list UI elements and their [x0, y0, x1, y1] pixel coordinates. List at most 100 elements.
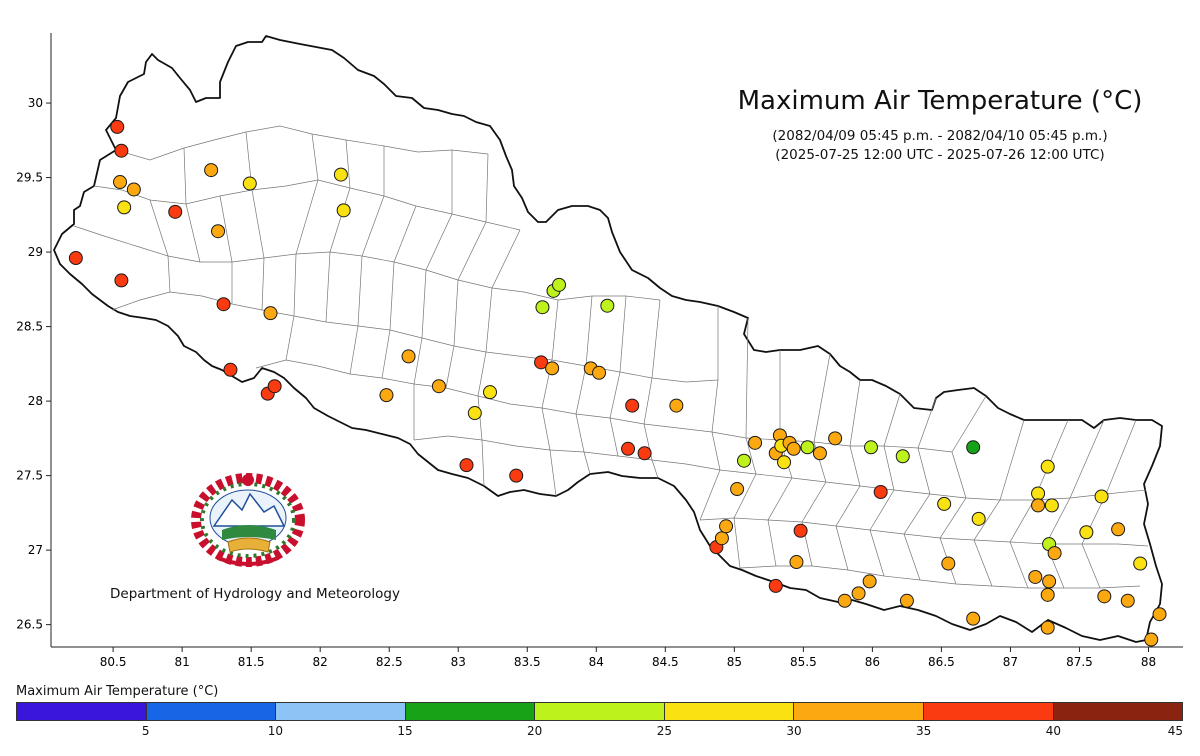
x-tick-label: 82.5: [376, 655, 403, 669]
x-axis: 80.5 81 81.5 82 82.5 83 83.5 84 84.5 85 85.5 86 86.5…: [100, 647, 1156, 669]
station-marker: [242, 176, 257, 191]
y-tick-label: 29.5: [16, 171, 43, 185]
x-tick-label: 84.5: [652, 655, 679, 669]
x-tick-label: 87: [1003, 655, 1018, 669]
legend-tick-label: 20: [527, 724, 543, 738]
x-tick-label: 86.5: [928, 655, 955, 669]
x-tick-label: 85.5: [790, 655, 817, 669]
legend-tick-label: 30: [786, 724, 802, 738]
station-marker: [68, 251, 83, 266]
station-marker: [941, 556, 956, 571]
y-tick-label: 27: [28, 543, 43, 557]
station-marker: [401, 349, 416, 364]
station-marker: [862, 574, 877, 589]
legend-color-segment: [664, 703, 795, 720]
station-marker: [621, 441, 636, 456]
map-title: Maximum Air Temperature (°C): [737, 86, 1143, 116]
x-tick-label: 83: [451, 655, 466, 669]
station-marker: [552, 277, 567, 292]
x-tick-label: 82: [313, 655, 328, 669]
station-marker: [117, 200, 132, 215]
station-marker: [1111, 522, 1126, 537]
y-tick-label: 29: [28, 245, 43, 259]
station-marker: [336, 203, 351, 218]
station-marker: [126, 182, 141, 197]
station-marker: [669, 398, 684, 413]
x-tick-label: 84: [589, 655, 604, 669]
station-marker: [1040, 459, 1055, 474]
x-tick-label: 88: [1141, 655, 1156, 669]
station-marker: [837, 593, 852, 608]
station-marker: [1133, 556, 1148, 571]
legend-tick-label: 25: [656, 724, 672, 738]
station-marker: [864, 440, 879, 455]
station-marker: [223, 362, 238, 377]
x-tick-label: 80.5: [100, 655, 127, 669]
station-marker: [204, 163, 219, 178]
station-marker: [937, 496, 952, 511]
plot-frame: [50, 33, 1183, 648]
legend-color-segment: [794, 703, 924, 720]
x-tick-label: 86: [865, 655, 880, 669]
government-emblem: [191, 473, 305, 567]
station-marker: [263, 306, 278, 321]
station-marker: [267, 379, 282, 394]
x-tick-label: 83.5: [514, 655, 541, 669]
station-marker: [873, 485, 888, 500]
legend-tick-labels: 5 10 15 20 25 30 35 40 45: [16, 724, 1183, 744]
subtitle-nepali-date: (2082/04/09 05:45 p.m. - 2082/04/10 05:4…: [772, 128, 1108, 144]
station-marker: [1031, 498, 1046, 513]
map-canvas: 80.5 81 81.5 82 82.5 83 83.5 84 84.5 85 85.5 86 86.5…: [16, 33, 1183, 669]
legend-tick-label: 35: [916, 724, 932, 738]
legend-color-segment: [146, 703, 277, 720]
legend-tick-label: 40: [1045, 724, 1061, 738]
station-marker: [459, 458, 474, 473]
y-tick-label: 26.5: [16, 618, 43, 632]
station-marker: [971, 511, 986, 526]
station-marker: [786, 441, 801, 456]
station-marker: [113, 175, 128, 190]
station-marker: [509, 468, 524, 483]
station-marker: [431, 379, 446, 394]
legend-color-segment: [17, 703, 147, 720]
station-marker: [966, 611, 981, 626]
station-marker: [600, 298, 615, 313]
station-marker: [379, 388, 394, 403]
color-legend-bar: [16, 702, 1183, 721]
station-marker: [482, 385, 497, 400]
station-marker: [1097, 589, 1112, 604]
x-tick-label: 87.5: [1066, 655, 1093, 669]
station-marker: [1152, 607, 1167, 622]
legend-tick-label: 10: [267, 724, 283, 738]
legend-tick-label: 15: [397, 724, 413, 738]
station-marker: [114, 143, 129, 158]
station-marker: [592, 365, 607, 380]
organization-name: Department of Hydrology and Meteorology: [110, 586, 400, 602]
station-marker: [333, 167, 348, 182]
station-marker: [777, 455, 792, 470]
legend-color-segment: [276, 703, 406, 720]
station-marker: [1042, 574, 1057, 589]
y-tick-label: 27.5: [16, 469, 43, 483]
y-tick-label: 28.5: [16, 320, 43, 334]
station-marker: [828, 431, 843, 446]
x-tick-label: 85: [727, 655, 742, 669]
station-marker: [800, 440, 815, 455]
legend-color-segment: [405, 703, 536, 720]
station-marker: [730, 482, 745, 497]
station-marker: [637, 446, 652, 461]
legend-tick-label: 5: [141, 724, 150, 738]
station-marker: [966, 440, 981, 455]
station-marker: [737, 453, 752, 468]
station-marker: [1144, 632, 1159, 647]
station-marker: [1094, 489, 1109, 504]
station-marker: [114, 273, 129, 288]
legend-color-segment: [923, 703, 1054, 720]
station-marker: [895, 449, 910, 464]
station-marker: [714, 531, 729, 546]
station-marker: [625, 398, 640, 413]
station-marker: [768, 578, 783, 593]
station-marker: [1040, 587, 1055, 602]
station-marker: [1040, 620, 1055, 635]
station-marker: [534, 355, 549, 370]
